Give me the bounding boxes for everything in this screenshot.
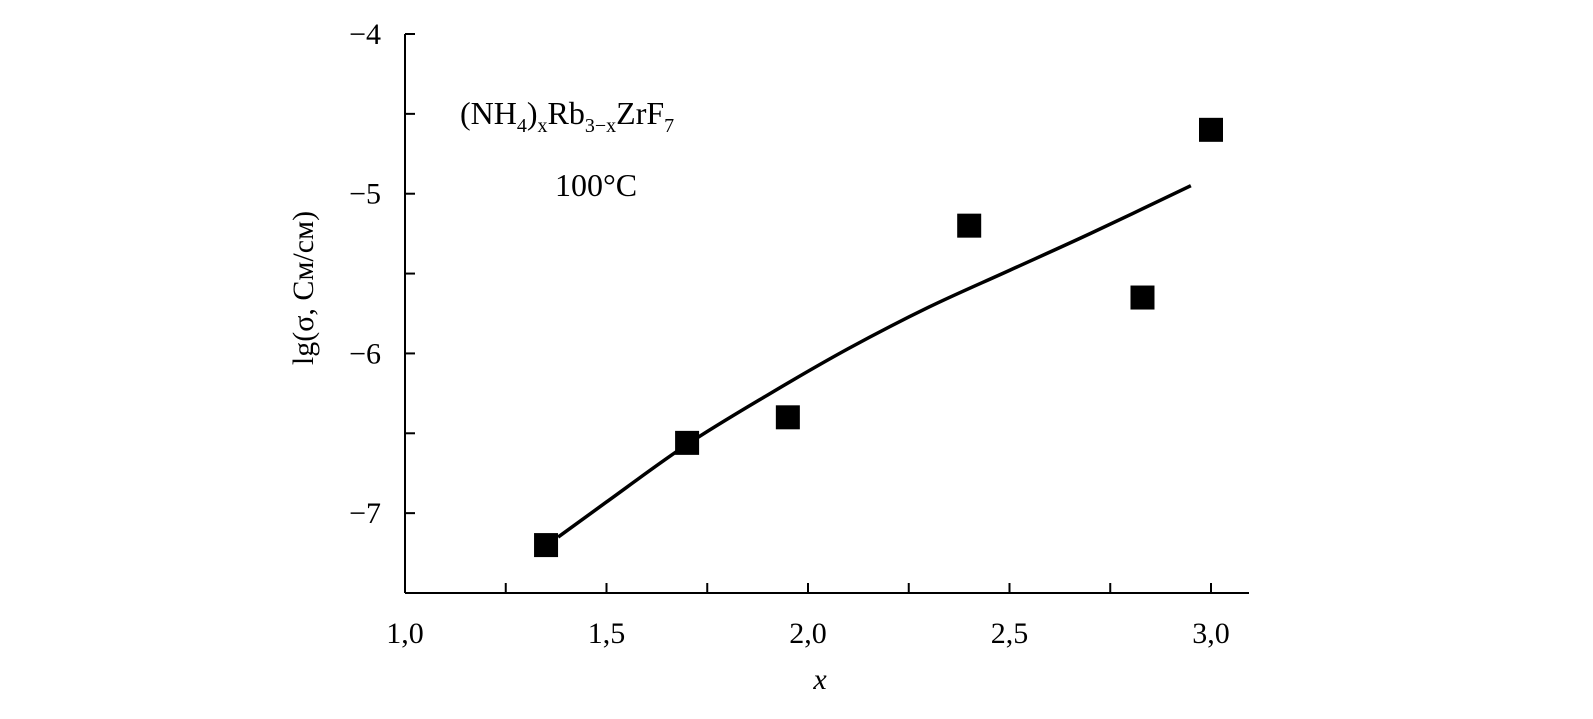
y-axis-title: lg(σ, См/см) [287,211,320,365]
formula-sub-4: 7 [664,115,674,137]
y-tick-label-2: −5 [349,178,381,211]
formula-part-4: ZrF [616,95,664,131]
data-point-5 [1199,118,1223,142]
formula-annotation: (NH4)xRb3−xZrF7 [460,95,674,137]
x-ticks [405,583,1211,593]
y-ticks [405,34,415,593]
x-axis-title: x [812,663,827,696]
y-tick-label-0: −7 [349,497,381,530]
y-tick-labels: −7 −6 −5 −4 [349,18,381,530]
x-tick-labels: 1,0 1,5 2,0 2,5 3,0 [386,617,1230,650]
formula-part-3: Rb [548,95,585,131]
formula-sub-2: x [538,115,548,137]
x-tick-label-1: 1,5 [588,617,626,650]
data-point-3 [957,214,981,238]
y-tick-label-1: −6 [349,337,381,370]
data-point-0 [534,533,558,557]
data-point-1 [675,431,699,455]
formula-part-2: ) [527,95,538,131]
x-tick-label-3: 2,5 [991,617,1029,650]
data-point-2 [776,405,800,429]
formula-sub-3: 3−x [585,115,616,137]
x-tick-label-0: 1,0 [386,617,424,650]
formula-sub-1: 4 [517,115,527,137]
data-points [534,118,1223,557]
x-tick-label-4: 3,0 [1192,617,1230,650]
y-tick-label-3: −4 [349,18,381,51]
x-tick-label-2: 2,0 [789,617,827,650]
temperature-annotation: 100°C [555,167,637,203]
data-point-4 [1130,286,1154,310]
formula-part-1: (NH [460,95,517,131]
fit-curve [558,186,1191,537]
